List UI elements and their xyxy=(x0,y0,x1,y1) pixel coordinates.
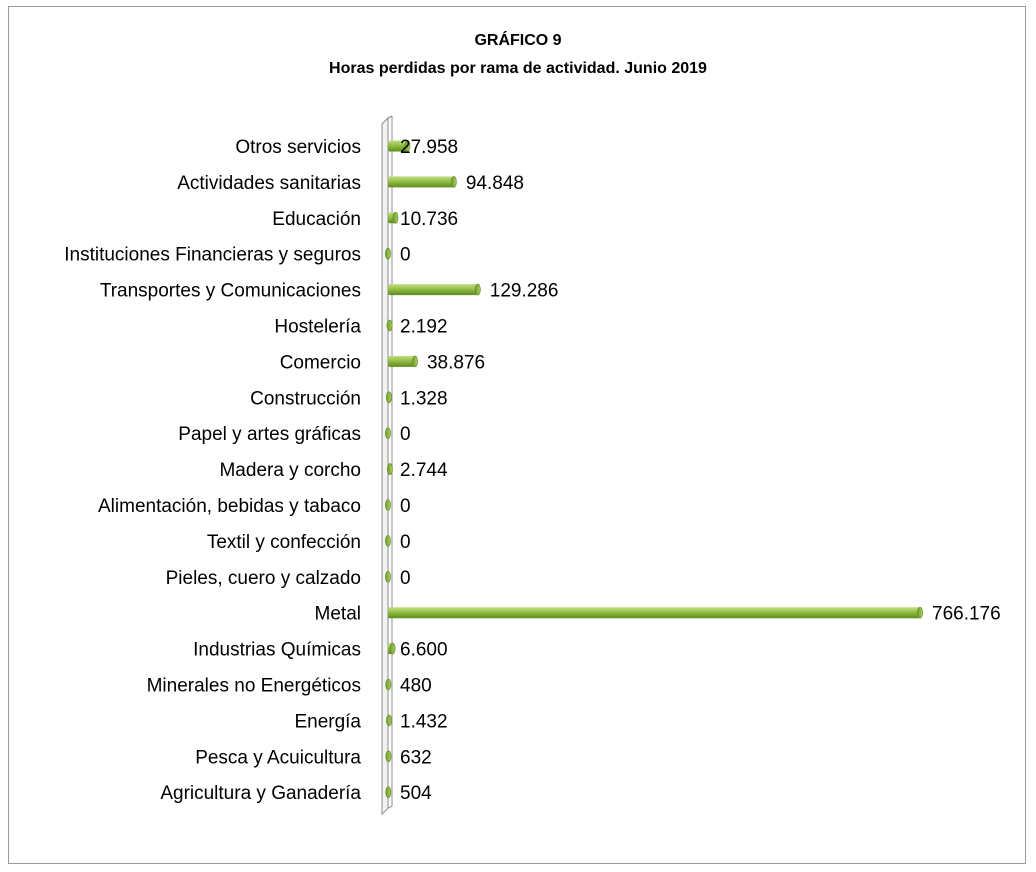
category-label: Construcción xyxy=(250,388,361,409)
category-label: Comercio xyxy=(280,352,361,373)
category-label: Pesca y Acuicultura xyxy=(195,747,361,768)
value-label: 1.432 xyxy=(400,711,448,732)
bar-cap xyxy=(385,750,392,763)
bar-cap xyxy=(412,355,418,368)
value-label: 480 xyxy=(400,676,432,697)
bar xyxy=(388,140,408,152)
bar-cap xyxy=(386,714,392,727)
category-label: Industrias Químicas xyxy=(193,640,361,661)
chart-subtitle: Horas perdidas por rama de actividad. Ju… xyxy=(329,60,707,77)
bar-cap xyxy=(387,463,393,475)
bar-cap xyxy=(385,499,391,511)
category-label: Minerales no Energéticos xyxy=(147,676,361,697)
bar-cap xyxy=(385,678,392,691)
value-label: 0 xyxy=(400,568,411,589)
category-label: Madera y corcho xyxy=(219,460,361,481)
plot-area: Otros servicios 27.958 Actividades sanitar… xyxy=(64,115,1001,816)
value-label: 0 xyxy=(400,424,411,445)
category-label: Instituciones Financieras y seguros xyxy=(64,245,361,266)
category-label: Papel y artes gráficas xyxy=(178,424,361,445)
value-label: 0 xyxy=(400,245,411,266)
category-label: Metal xyxy=(315,604,361,625)
value-label: 766.176 xyxy=(932,604,1001,625)
value-label: 6.600 xyxy=(400,640,448,661)
bar xyxy=(388,284,478,296)
bar-cap xyxy=(404,140,411,152)
category-label: Energía xyxy=(294,711,361,732)
bar-cap xyxy=(385,570,391,583)
category-label: Educación xyxy=(272,209,361,230)
value-label: 1.328 xyxy=(400,388,448,409)
value-label: 2.744 xyxy=(400,460,448,481)
bar-cap xyxy=(385,786,392,799)
bar xyxy=(388,176,454,188)
bar-cap xyxy=(386,319,393,332)
category-label: Textil y confección xyxy=(207,532,361,553)
category-label: Otros servicios xyxy=(235,137,361,158)
value-label: 504 xyxy=(400,783,432,804)
value-label: 0 xyxy=(400,532,411,553)
chart-title: GRÁFICO 9 xyxy=(474,32,562,49)
bar xyxy=(388,355,415,367)
category-label: Transportes y Comunicaciones xyxy=(100,281,361,302)
axis-wall-top-edge xyxy=(387,115,393,119)
category-label: Actividades sanitarias xyxy=(177,173,361,194)
bar-cap xyxy=(474,283,481,296)
value-label: 2.192 xyxy=(400,317,448,338)
value-label: 10.736 xyxy=(400,209,458,230)
axis-wall-bottom-edge xyxy=(387,805,393,809)
value-label: 94.848 xyxy=(466,173,524,194)
bar-cap xyxy=(450,176,457,188)
bar-cap xyxy=(389,642,396,655)
value-label: 0 xyxy=(400,496,411,517)
value-label: 632 xyxy=(400,747,432,768)
category-label: Alimentación, bebidas y tabaco xyxy=(98,496,361,517)
bar xyxy=(388,607,920,619)
category-label: Pieles, cuero y calzado xyxy=(166,568,361,589)
value-label: 27.958 xyxy=(400,137,458,158)
bar-cap xyxy=(385,247,391,260)
bar-cap xyxy=(385,427,391,440)
category-label: Agricultura y Ganadería xyxy=(160,783,361,804)
bar-cap xyxy=(386,391,392,404)
chart-frame xyxy=(8,6,1026,864)
axis-wall-front xyxy=(381,116,389,816)
bar-cap xyxy=(385,535,391,547)
category-label: Hostelería xyxy=(274,317,361,338)
bar-cap xyxy=(392,212,399,224)
value-label: 38.876 xyxy=(427,352,485,373)
bar-cap xyxy=(917,606,923,619)
value-label: 129.286 xyxy=(490,281,559,302)
